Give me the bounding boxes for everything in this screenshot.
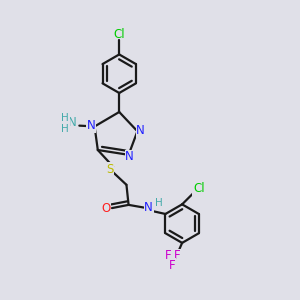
Text: N: N bbox=[68, 116, 77, 130]
Text: F: F bbox=[165, 249, 171, 262]
Text: N: N bbox=[144, 201, 153, 214]
Text: N: N bbox=[136, 124, 145, 137]
Text: H: H bbox=[61, 113, 69, 123]
Text: H: H bbox=[155, 198, 163, 208]
Text: O: O bbox=[101, 202, 111, 214]
Text: H: H bbox=[61, 124, 69, 134]
Text: N: N bbox=[87, 119, 96, 132]
Text: Cl: Cl bbox=[193, 182, 205, 195]
Text: S: S bbox=[106, 163, 113, 176]
Text: N: N bbox=[125, 151, 134, 164]
Text: F: F bbox=[169, 259, 175, 272]
Text: Cl: Cl bbox=[113, 28, 125, 41]
Text: F: F bbox=[174, 249, 181, 262]
